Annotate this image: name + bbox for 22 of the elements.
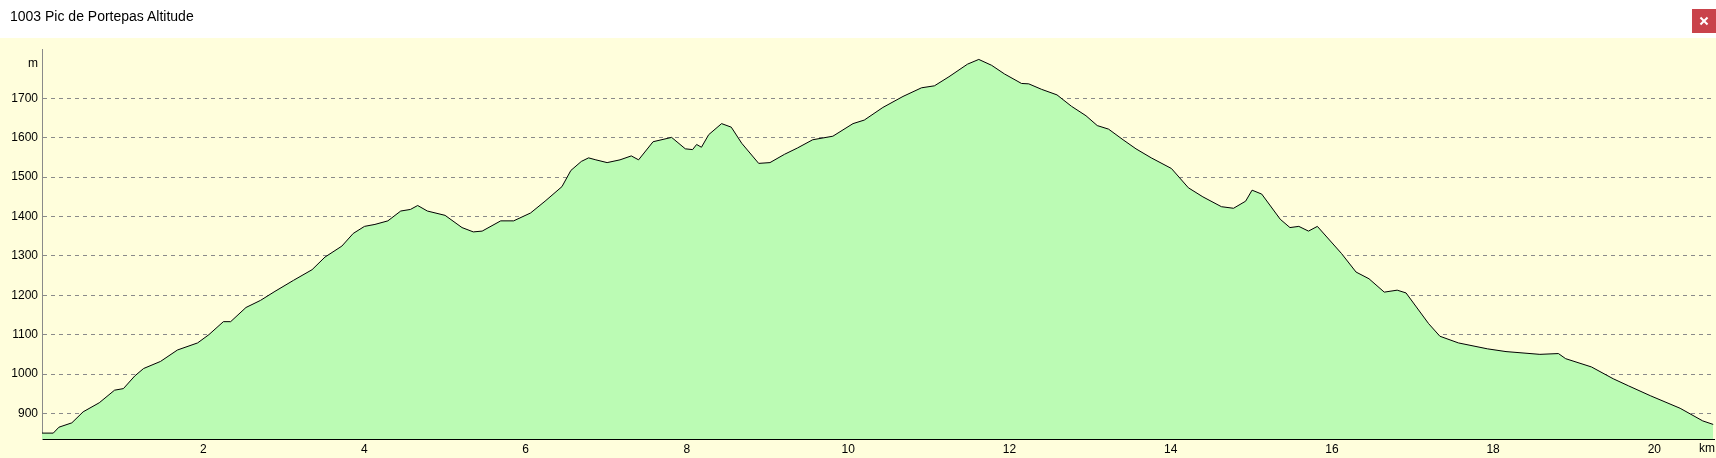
chart-title: 1003 Pic de Portepas Altitude [10,8,194,24]
y-tick-label: 1000 [11,366,39,381]
x-tick-label: 16 [1325,441,1339,456]
y-tick-label: 1500 [11,169,39,184]
y-axis-title: m [28,55,38,70]
x-tick-label: 12 [1002,441,1017,456]
x-axis-title: km [1699,441,1715,456]
y-tick-label: 1700 [11,90,39,105]
x-tick-label: 4 [361,441,369,456]
y-tick-label: 1100 [12,326,39,341]
x-tick-label: 8 [683,441,691,456]
x-tick-label: 14 [1163,441,1178,456]
y-tick-label: 900 [17,405,39,420]
y-tick-label: 1400 [11,208,39,223]
x-tick-label: 10 [841,441,856,456]
x-tick-label: 2 [199,441,207,456]
x-tick-label: 18 [1486,441,1501,456]
x-tick-label: 6 [522,441,530,456]
y-tick-label: 1200 [11,287,39,302]
y-tick-label: 1600 [11,130,39,145]
x-tick-label: 20 [1647,441,1662,456]
y-tick-label: 1300 [11,248,39,263]
